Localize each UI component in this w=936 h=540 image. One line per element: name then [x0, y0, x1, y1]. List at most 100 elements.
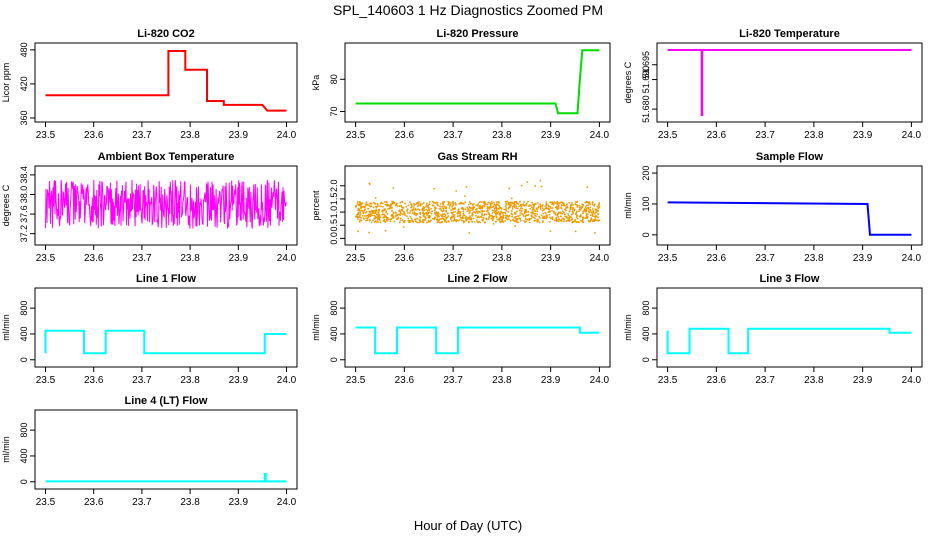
data-point — [503, 208, 506, 211]
data-point — [488, 213, 490, 215]
data-point — [528, 221, 531, 224]
panel-9: Line 4 (LT) Flow ml/min 23.5 23.6 23.7 23.8 23… — [1, 395, 298, 508]
data-point — [356, 201, 359, 203]
data-point — [579, 205, 582, 208]
data-point — [523, 201, 526, 204]
data-point — [455, 190, 458, 192]
data-point — [413, 204, 416, 206]
x-tick-label: 23.8 — [492, 130, 512, 141]
data-point — [581, 212, 584, 215]
data-point — [468, 216, 471, 219]
x-tick-label: 23.9 — [541, 375, 561, 386]
data-point — [358, 220, 361, 223]
data-point — [566, 206, 569, 209]
data-point — [485, 210, 488, 213]
data-point — [532, 203, 535, 206]
data-point — [376, 221, 379, 224]
data-point — [361, 214, 364, 217]
data-point — [557, 204, 560, 207]
data-point — [365, 201, 368, 204]
data-point — [395, 214, 397, 217]
x-tick-label: 23.8 — [804, 375, 824, 386]
data-point — [399, 219, 402, 222]
data-point — [569, 205, 572, 208]
data-point — [431, 210, 434, 213]
data-point — [540, 185, 543, 188]
data-point — [439, 221, 441, 224]
data-point — [384, 203, 387, 206]
data-point — [467, 203, 470, 206]
data-point — [517, 203, 520, 205]
x-tick-label: 23.7 — [132, 497, 152, 508]
data-point — [421, 203, 424, 206]
x-tick-label: 23.7 — [755, 253, 775, 264]
data-point — [468, 205, 471, 208]
series-line — [355, 49, 600, 115]
y-axis-label: Licor ppm — [1, 63, 11, 103]
data-point — [363, 206, 366, 209]
data-point — [586, 213, 589, 216]
data-point — [371, 214, 374, 217]
data-point — [414, 220, 417, 222]
data-point — [504, 211, 507, 214]
data-point — [357, 216, 360, 219]
data-point — [373, 214, 375, 217]
data-point — [462, 214, 465, 217]
plot-frame — [344, 42, 611, 123]
data-point — [506, 215, 509, 218]
data-point — [570, 216, 573, 219]
data-point — [367, 207, 370, 210]
data-point — [538, 221, 541, 224]
data-point — [410, 205, 413, 208]
data-point — [509, 201, 512, 204]
y-tick-label: 37.6 — [19, 205, 29, 223]
data-point — [386, 219, 389, 222]
x-tick-label: 24.0 — [277, 130, 297, 141]
data-point — [448, 207, 451, 209]
data-point — [442, 201, 444, 204]
data-point — [513, 203, 516, 206]
data-point — [456, 212, 459, 215]
data-point — [459, 214, 462, 217]
data-point — [536, 213, 539, 215]
data-point — [568, 220, 571, 223]
data-point — [565, 203, 568, 206]
data-point — [421, 212, 424, 215]
data-point — [427, 206, 430, 209]
data-point — [513, 211, 516, 214]
data-point — [392, 215, 394, 218]
data-point — [498, 204, 500, 207]
data-point — [584, 208, 587, 211]
y-tick-label: 0 — [641, 357, 651, 362]
data-point — [479, 204, 481, 207]
data-point — [425, 205, 428, 208]
y-tick-label: 0 — [19, 357, 29, 362]
y-tick-label: 1.5 — [329, 193, 339, 206]
data-point — [530, 217, 533, 220]
data-point — [461, 217, 464, 219]
data-point — [401, 200, 403, 203]
x-tick-label: 23.5 — [36, 375, 56, 386]
data-point — [444, 207, 447, 210]
data-point — [511, 201, 513, 204]
data-point — [452, 204, 455, 207]
panel-8: Line 3 Flow ml/min 23.5 23.6 23.7 23.8 23.9 24.… — [623, 273, 923, 386]
data-point — [430, 212, 433, 215]
data-point — [376, 205, 379, 208]
data-point — [589, 210, 592, 212]
data-point — [494, 206, 497, 209]
x-axis-label: Hour of Day (UTC) — [413, 518, 523, 533]
y-tick-label: 800 — [19, 301, 29, 316]
data-point — [560, 204, 563, 207]
data-point — [504, 219, 507, 222]
data-point — [551, 216, 554, 219]
data-point — [385, 203, 388, 206]
data-point — [429, 211, 431, 214]
data-point — [597, 206, 600, 209]
data-point — [493, 203, 496, 206]
data-point — [443, 215, 446, 218]
y-tick-label: 800 — [329, 301, 339, 316]
data-point — [597, 216, 599, 219]
data-point — [519, 207, 522, 210]
data-point — [396, 218, 398, 220]
